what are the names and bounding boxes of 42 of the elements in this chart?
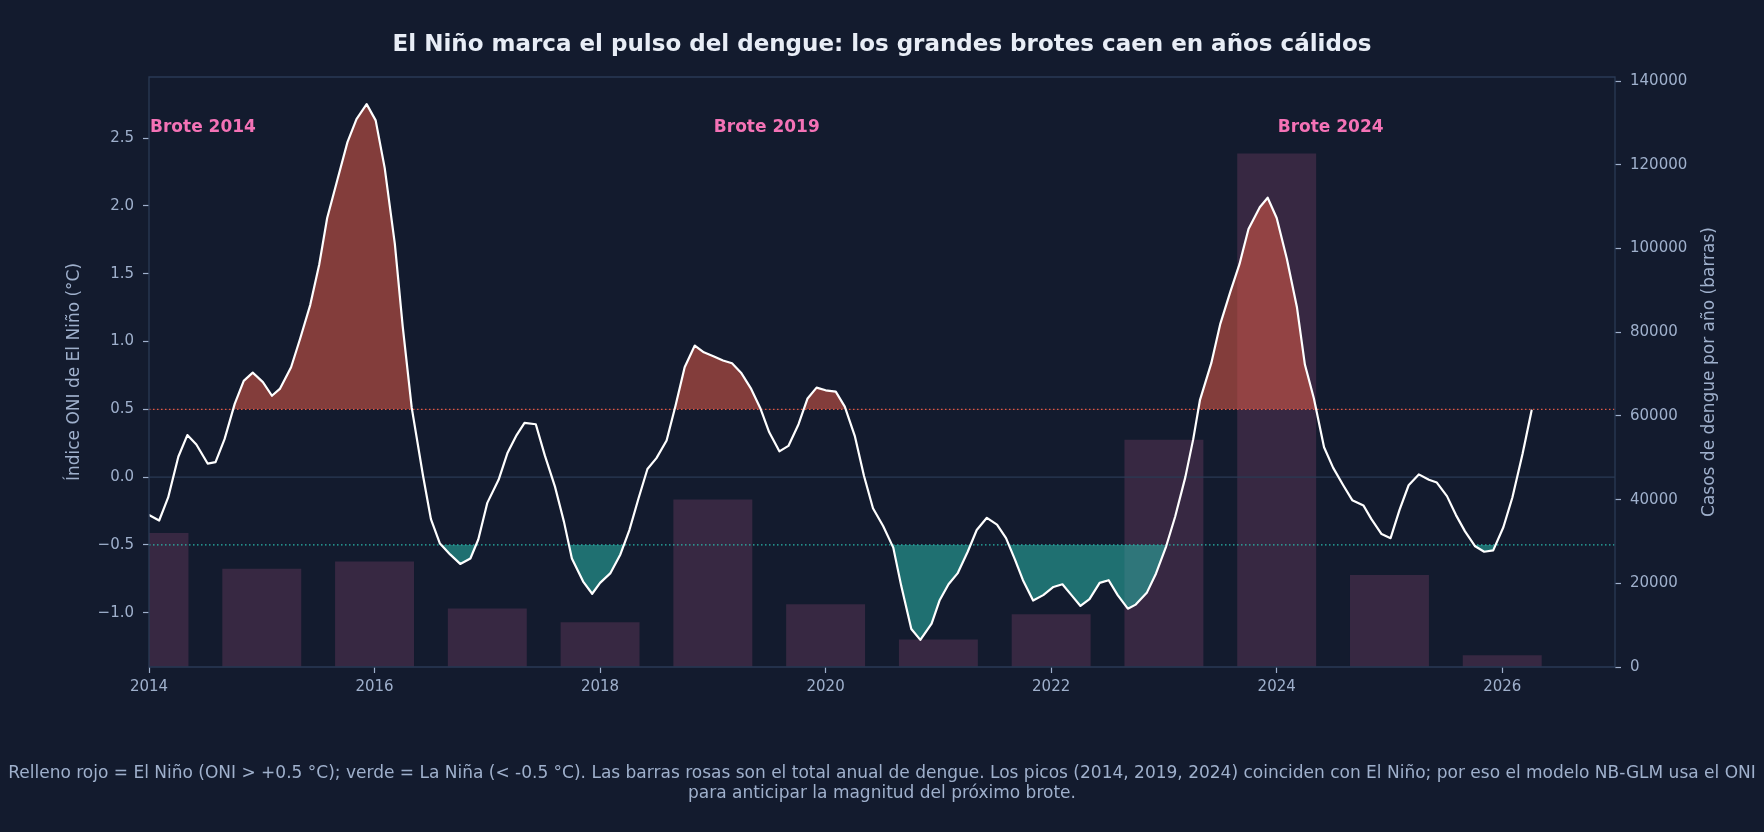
x-tick-label: 2014 bbox=[129, 676, 169, 695]
y2-tick-label: 80000 bbox=[1630, 322, 1678, 341]
y-tick-label: 2.5 bbox=[110, 127, 134, 146]
x-tick-label: 2020 bbox=[806, 676, 845, 695]
bar bbox=[1011, 614, 1091, 667]
y-axis-title: Índice ONI de El Niño (°C) bbox=[62, 262, 84, 482]
bar bbox=[335, 561, 415, 667]
annotation: Brote 2019 bbox=[713, 116, 820, 137]
y-tick-label: 1.0 bbox=[110, 331, 134, 350]
y-tick-label: 0.5 bbox=[110, 399, 134, 418]
y-tick-label: 1.5 bbox=[110, 263, 134, 282]
bar bbox=[673, 499, 753, 667]
y2-tick-label: 60000 bbox=[1630, 405, 1678, 424]
bar bbox=[1462, 655, 1542, 667]
y-tick-label: −1.0 bbox=[97, 602, 134, 621]
x-tick-label: 2022 bbox=[1032, 676, 1071, 695]
bar bbox=[786, 604, 866, 667]
y2-axis-title: Casos de dengue por año (barras) bbox=[1698, 227, 1719, 517]
annotation: Brote 2014 bbox=[150, 116, 257, 137]
y-tick-label: 0.0 bbox=[110, 467, 134, 486]
y2-tick-label: 20000 bbox=[1630, 573, 1678, 592]
x-tick-label: 2016 bbox=[355, 676, 394, 695]
x-tick-label: 2026 bbox=[1483, 676, 1522, 695]
x-tick-label: 2018 bbox=[580, 676, 620, 695]
chart-title: El Niño marca el pulso del dengue: los grandes brotes caen en años cálidos bbox=[391, 29, 1373, 57]
bar bbox=[447, 608, 527, 667]
y2-tick-label: 120000 bbox=[1630, 154, 1688, 173]
y-tick-label: −0.5 bbox=[97, 534, 134, 553]
bar bbox=[898, 639, 978, 667]
bar bbox=[1349, 574, 1429, 667]
annotation: Brote 2024 bbox=[1277, 116, 1384, 137]
y2-tick-label: 100000 bbox=[1630, 238, 1688, 257]
bar bbox=[1237, 153, 1317, 667]
x-tick-label: 2024 bbox=[1257, 676, 1296, 695]
bar bbox=[222, 568, 302, 667]
y-tick-label: 2.0 bbox=[110, 195, 134, 214]
y2-tick-label: 0 bbox=[1630, 656, 1640, 675]
y2-tick-label: 140000 bbox=[1630, 71, 1688, 90]
bar bbox=[1124, 439, 1204, 667]
bar bbox=[560, 622, 640, 667]
y2-tick-label: 40000 bbox=[1630, 489, 1678, 508]
text: Relleno rojo = El Niño (ONI > +0.5 °C); verde = La Niña (< -0.5 °C). Las barras rosas son el total anual de dengue. Los picos (2014, 2019, 2024) coinciden con El Niño; por eso el modelo NB-GLM usa el ONI para anticipar la magnitud del próximo brote. bbox=[7, 762, 1757, 802]
